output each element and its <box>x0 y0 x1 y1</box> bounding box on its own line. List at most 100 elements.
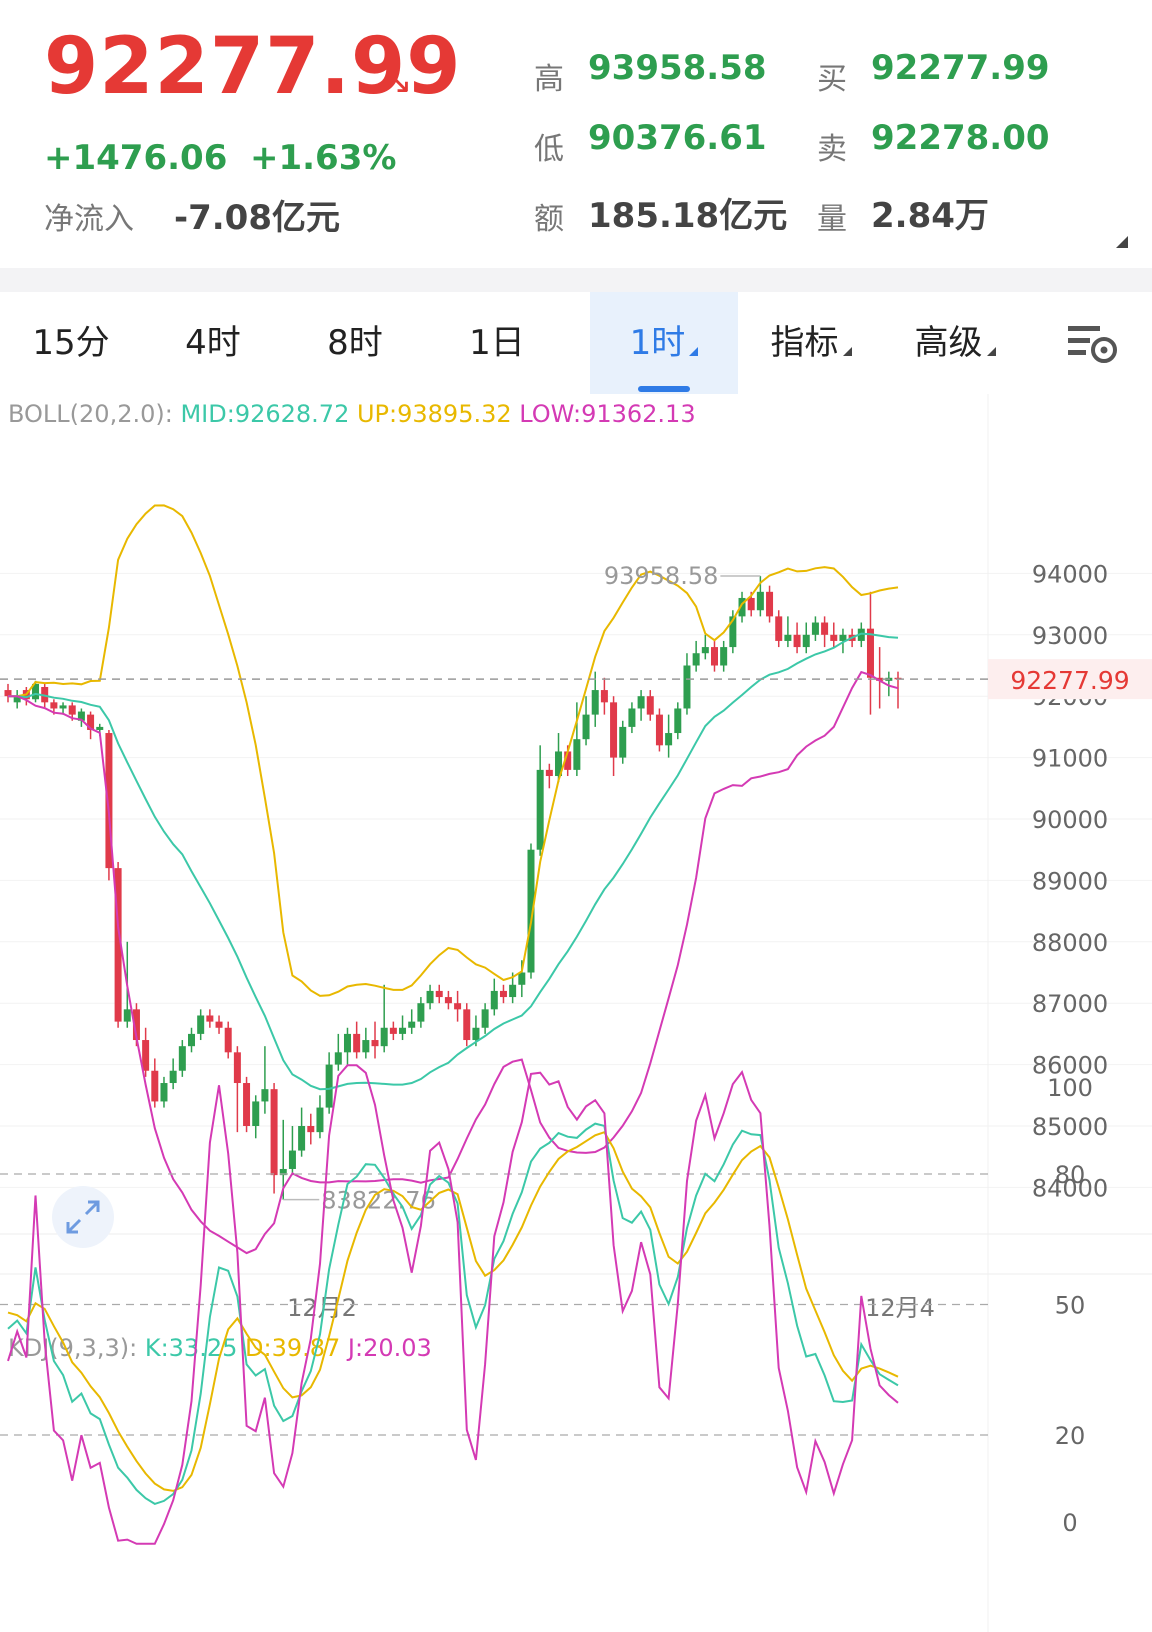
expand-corner-icon[interactable] <box>1116 236 1128 248</box>
price-tick-label: 86000 <box>1032 1052 1108 1080</box>
dropdown-triangle-icon <box>986 347 996 356</box>
candle-body <box>811 622 819 635</box>
kdj-tick-label: 20 <box>1055 1422 1086 1450</box>
candle-body <box>435 990 443 998</box>
kdj-j-line <box>7 1064 899 1545</box>
candle-body <box>701 647 709 654</box>
section-divider <box>0 268 1152 292</box>
candle-body <box>87 714 95 730</box>
candle-body <box>188 1033 196 1047</box>
candle-body <box>536 769 544 850</box>
candle-body <box>417 1003 425 1022</box>
tab-15min[interactable]: 15分 <box>0 292 142 394</box>
candle-body <box>610 702 618 758</box>
price-tick-label: 93000 <box>1032 622 1108 650</box>
dropdown-triangle-icon <box>689 347 699 356</box>
candle-body <box>463 1009 471 1041</box>
tab-label: 指标 <box>770 323 839 363</box>
candle-body <box>756 591 764 611</box>
boll-legend: BOLL(20,2.0): MID:92628.72 UP:93895.32 L… <box>8 400 696 428</box>
high-marker-label: 93958.58 <box>604 562 719 590</box>
tab-4h[interactable]: 4时 <box>142 292 284 394</box>
candle-body <box>353 1033 361 1053</box>
kdj-j: J:20.03 <box>347 1334 432 1362</box>
dropdown-triangle-icon <box>842 347 852 356</box>
boll-label: BOLL(20,2.0): <box>8 400 173 428</box>
tab-1d[interactable]: 1日 <box>426 292 568 394</box>
candle-body <box>481 1009 489 1028</box>
candle-body <box>224 1027 232 1053</box>
candle-body <box>114 868 122 1022</box>
price-tick-label: 94000 <box>1032 560 1108 588</box>
candle-body <box>270 1089 278 1176</box>
kdj-k-line <box>7 1122 899 1505</box>
candle-body <box>784 634 792 641</box>
candle-body <box>683 665 691 709</box>
candle-body <box>298 1126 306 1151</box>
kdj-tick-label: 0 <box>1062 1509 1077 1537</box>
bid-label: 买 <box>817 62 847 97</box>
candle-body <box>839 634 847 641</box>
candle-body <box>564 751 572 770</box>
tab-label: 1时 <box>629 323 686 363</box>
kdj-tick-label: 100 <box>1047 1074 1093 1102</box>
candle-body <box>628 708 636 727</box>
candle-body <box>710 647 718 666</box>
period-tabs: 15分 4时 8时 1日 1时 指标 高级 <box>0 292 1152 394</box>
tab-8h[interactable]: 8时 <box>284 292 426 394</box>
kdj-d: D:39.87 <box>245 1334 341 1362</box>
candle-body <box>600 690 608 703</box>
candle-body <box>637 696 645 709</box>
candle-body <box>380 1027 388 1047</box>
boll-lower-line <box>8 670 899 1255</box>
price-tick-label: 88000 <box>1032 929 1108 957</box>
candle-body <box>132 1009 140 1041</box>
tab-label: 高级 <box>914 323 983 363</box>
candle-body <box>747 597 755 611</box>
candle-body <box>169 1070 177 1084</box>
candle-body <box>655 714 663 746</box>
candle-body <box>160 1083 168 1102</box>
fullscreen-expand-icon[interactable] <box>52 1186 114 1248</box>
tab-indicators[interactable]: 指标 <box>740 292 882 394</box>
last-price: 92277.99 <box>44 22 462 112</box>
netflow-label: 净流入 <box>44 202 134 237</box>
candle-body <box>490 990 498 1010</box>
boll-up: UP:93895.32 <box>356 400 512 428</box>
chart-settings-icon[interactable] <box>1066 320 1122 368</box>
tab-advanced[interactable]: 高级 <box>884 292 1026 394</box>
bid-value: 92277.99 <box>871 48 1050 88</box>
tab-label: 4时 <box>185 323 241 363</box>
candle-body <box>821 622 829 635</box>
volume-value: 2.84万 <box>871 196 989 236</box>
kdj-tick-label: 80 <box>1055 1161 1086 1189</box>
kdj-tick-label: 50 <box>1055 1292 1086 1320</box>
candle-body <box>646 696 654 715</box>
candle-body <box>591 690 599 715</box>
tab-1h[interactable]: 1时 <box>590 292 738 394</box>
candle-body <box>527 849 535 973</box>
candle-body <box>729 616 737 648</box>
price-tick-label: 89000 <box>1032 867 1108 895</box>
candle-body <box>96 726 104 730</box>
candle-body <box>325 1064 333 1108</box>
volume-label: 量 <box>817 202 847 237</box>
boll-upper-line <box>8 504 899 997</box>
candle-body <box>123 1009 131 1022</box>
candle-body <box>261 1089 269 1102</box>
candle-body <box>775 616 783 641</box>
candle-body <box>279 1168 287 1176</box>
tab-label: 8时 <box>327 323 383 363</box>
price-change-pct: +1.63% <box>250 138 397 178</box>
candle-body <box>573 739 581 770</box>
candle-body <box>472 1027 480 1041</box>
kline-chart[interactable]: 9400093000920009100090000890008800087000… <box>0 394 1152 1632</box>
current-price-tag-bg <box>988 659 1152 700</box>
candle-body <box>59 705 67 709</box>
price-tick-label: 84000 <box>1032 1174 1108 1202</box>
ask-value: 92278.00 <box>871 118 1050 158</box>
candle-body <box>518 972 526 985</box>
price-change: +1476.06 <box>44 138 228 178</box>
netflow-value: -7.08亿元 <box>174 198 340 238</box>
candle-body <box>866 628 874 678</box>
